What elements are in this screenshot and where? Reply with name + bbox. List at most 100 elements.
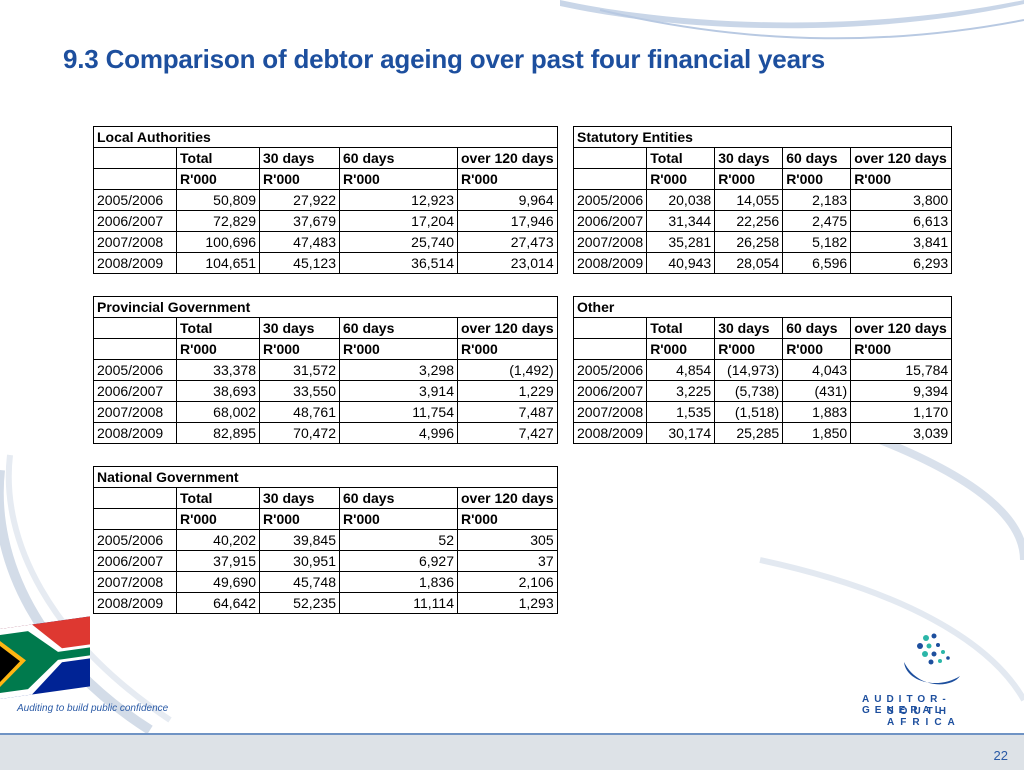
table-row: 2005/2006 50,809 27,922 12,923 9,964	[93, 189, 558, 211]
table-row: 2007/2008 49,690 45,748 1,836 2,106	[93, 571, 558, 593]
value-cell: 33,378	[176, 359, 260, 381]
value-cell: 1,883	[782, 401, 852, 423]
column-header: 60 days	[782, 317, 852, 339]
blank-header-cell	[572, 317, 648, 339]
value-cell: 36,514	[339, 252, 458, 274]
blank-unit-cell	[572, 168, 648, 190]
value-cell: 33,550	[259, 380, 340, 402]
value-cell: 52	[339, 529, 458, 551]
column-header: over 120 days	[850, 147, 953, 169]
table-row: 2008/2009 30,174 25,285 1,850 3,039	[572, 422, 953, 444]
tagline: Auditing to build public confidence	[17, 703, 169, 714]
table-row: 2007/2008 35,281 26,258 5,182 3,841	[572, 231, 953, 253]
unit-label: R'000	[850, 338, 953, 360]
year-cell: 2005/2006	[93, 529, 177, 551]
unit-label: R'000	[176, 338, 260, 360]
table-row: 2005/2006 20,038 14,055 2,183 3,800	[572, 189, 953, 211]
column-header: 30 days	[259, 317, 340, 339]
value-cell: 12,923	[339, 189, 458, 211]
value-cell: 30,951	[259, 550, 340, 572]
value-cell: 305	[457, 529, 558, 551]
value-cell: 25,285	[714, 422, 784, 444]
value-cell: 9,964	[457, 189, 558, 211]
blank-unit-cell	[572, 338, 648, 360]
table-row: 2008/2009 104,651 45,123 36,514 23,014	[93, 252, 558, 274]
year-cell: 2008/2009	[93, 252, 177, 274]
value-cell: 45,123	[259, 252, 340, 274]
column-header: 30 days	[259, 147, 340, 169]
value-cell: 2,475	[782, 210, 852, 232]
value-cell: 72,829	[176, 210, 260, 232]
value-cell: (1,492)	[457, 359, 558, 381]
table-row: 2006/2007 37,915 30,951 6,927 37	[93, 550, 558, 572]
value-cell: 38,693	[176, 380, 260, 402]
table-row: 2007/2008 1,535 (1,518) 1,883 1,170	[572, 401, 953, 423]
column-header-row: Total 30 days 60 days over 120 days	[93, 487, 558, 509]
value-cell: 70,472	[259, 422, 340, 444]
column-header-row: Total 30 days 60 days over 120 days	[93, 317, 558, 339]
unit-label: R'000	[782, 338, 852, 360]
unit-row: R'000 R'000 R'000 R'000	[93, 338, 558, 360]
value-cell: 26,258	[714, 231, 784, 253]
value-cell: 40,943	[646, 252, 716, 274]
section-title: Other	[572, 296, 953, 318]
section-title: Provincial Government	[93, 296, 558, 318]
national-government-table: National Government Total 30 days 60 days ov…	[93, 466, 558, 614]
value-cell: 6,596	[782, 252, 852, 274]
value-cell: 49,690	[176, 571, 260, 593]
blank-unit-cell	[93, 508, 177, 530]
value-cell: 6,613	[850, 210, 953, 232]
year-cell: 2006/2007	[93, 380, 177, 402]
year-cell: 2006/2007	[93, 210, 177, 232]
page-title: 9.3 Comparison of debtor ageing over pas…	[63, 44, 826, 74]
section-header-row: National Government	[93, 466, 558, 488]
unit-label: R'000	[457, 508, 558, 530]
section-header-row: Statutory Entities	[572, 126, 953, 148]
value-cell: 6,927	[339, 550, 458, 572]
column-header: Total	[176, 147, 260, 169]
column-header: 60 days	[339, 487, 458, 509]
unit-label: R'000	[259, 168, 340, 190]
table-row: 2005/2006 40,202 39,845 52 305	[93, 529, 558, 551]
unit-label: R'000	[457, 168, 558, 190]
column-header-row: Total 30 days 60 days over 120 days	[93, 147, 558, 169]
value-cell: 1,836	[339, 571, 458, 593]
value-cell: 31,572	[259, 359, 340, 381]
unit-label: R'000	[714, 168, 784, 190]
value-cell: 6,293	[850, 252, 953, 274]
value-cell: 4,043	[782, 359, 852, 381]
section-title: National Government	[93, 466, 558, 488]
value-cell: 104,651	[176, 252, 260, 274]
value-cell: 23,014	[457, 252, 558, 274]
year-cell: 2007/2008	[572, 401, 648, 423]
section-title: Statutory Entities	[572, 126, 953, 148]
other-table: Other Total 30 days 60 days over 120 days R'0…	[572, 296, 953, 444]
value-cell: 15,784	[850, 359, 953, 381]
auditor-general-logo-icon	[904, 633, 960, 685]
value-cell: 7,427	[457, 422, 558, 444]
value-cell: 27,922	[259, 189, 340, 211]
table-row: 2005/2006 33,378 31,572 3,298 (1,492)	[93, 359, 558, 381]
value-cell: 39,845	[259, 529, 340, 551]
table-row: 2006/2007 3,225 (5,738) (431) 9,394	[572, 380, 953, 402]
value-cell: 2,183	[782, 189, 852, 211]
value-cell: 28,054	[714, 252, 784, 274]
unit-label: R'000	[850, 168, 953, 190]
column-header: over 120 days	[457, 487, 558, 509]
column-header: 60 days	[782, 147, 852, 169]
unit-row: R'000 R'000 R'000 R'000	[93, 508, 558, 530]
blank-header-cell	[572, 147, 648, 169]
value-cell: 48,761	[259, 401, 340, 423]
table-row: 2006/2007 31,344 22,256 2,475 6,613	[572, 210, 953, 232]
logo-text-south-africa: SOUTH AFRICA	[887, 706, 961, 728]
section-header-row: Local Authorities	[93, 126, 558, 148]
value-cell: 3,841	[850, 231, 953, 253]
value-cell: (431)	[782, 380, 852, 402]
value-cell: (1,518)	[714, 401, 784, 423]
year-cell: 2008/2009	[572, 252, 648, 274]
value-cell: 4,854	[646, 359, 716, 381]
value-cell: 3,225	[646, 380, 716, 402]
value-cell: 52,235	[259, 592, 340, 614]
table-row: 2006/2007 38,693 33,550 3,914 1,229	[93, 380, 558, 402]
unit-label: R'000	[176, 168, 260, 190]
